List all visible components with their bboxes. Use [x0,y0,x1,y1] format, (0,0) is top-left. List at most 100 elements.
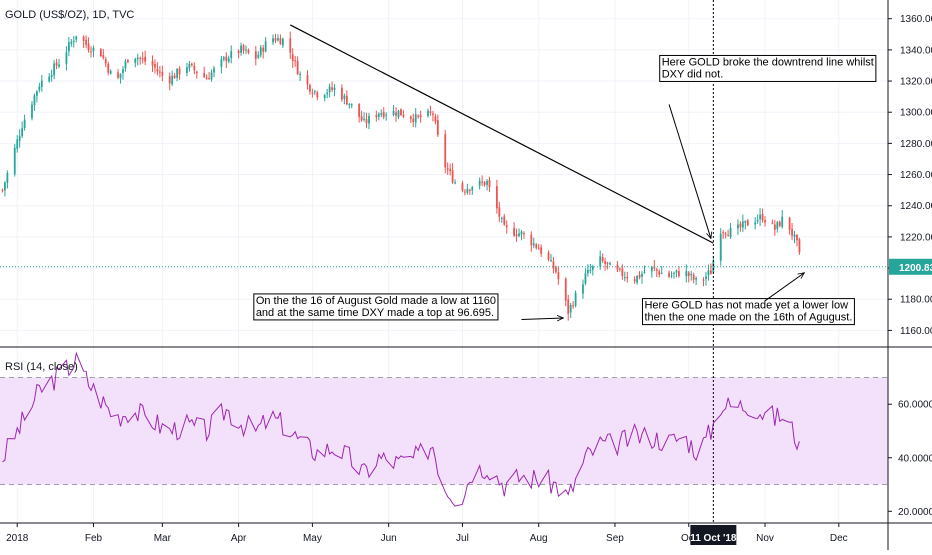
time-axis[interactable]: 2018 Feb Mar Apr May Jun Jul Aug Sep Oct Nov Dec [6,523,848,544]
candle [331,81,333,93]
candle-body [500,217,503,219]
price-tick-label: 1260.00 [900,170,932,181]
candle [466,183,469,195]
downtrend-line[interactable] [289,24,714,244]
candle [547,250,550,262]
candle-body [660,272,663,274]
candle [230,45,233,64]
price-tick-label: 1320.00 [900,77,932,88]
candle-body [171,75,174,85]
candle [240,42,242,56]
candle-body [505,225,508,228]
last-price-badge: 1200.83 [889,258,932,275]
annotation-box [641,298,855,326]
candle-body [618,268,621,270]
annotation-text: Here GOLD has not made yet a lower low th… [644,300,852,324]
candle [604,257,607,271]
candle-body [513,227,516,236]
candle [144,50,147,66]
candle-body [518,233,520,236]
candle-body [186,67,188,73]
candle [190,62,193,67]
price-tick-label: 1280.00 [900,139,932,150]
candle-body [156,68,159,72]
candle-body [289,38,292,53]
candle-body [277,38,279,41]
candle-body [213,68,215,73]
candle-body [134,58,137,63]
candle [109,69,112,75]
candle-body [409,116,412,119]
candle-body [104,59,107,64]
candle [348,103,351,109]
candle-body [737,224,739,229]
candle [798,237,801,255]
candle-body [626,277,629,279]
candle [360,110,363,122]
candle [316,90,319,101]
candle-body [638,274,641,278]
candle [481,175,484,187]
candle-body [569,304,572,313]
candle [23,114,26,131]
candle-body [746,220,749,226]
candle [564,277,567,307]
candle [402,110,405,119]
candle-body [16,139,19,149]
candle [446,162,449,175]
candle [695,276,698,286]
annotation[interactable]: On the the 16 of August Gold made a low … [253,293,563,320]
candle [744,220,747,230]
candle [709,263,712,275]
candle [520,229,523,241]
annotation-line: On the the 16 of August Gold made a low … [256,295,496,307]
candle [186,62,188,77]
annotation[interactable]: Here GOLD broke the downtrend line whils… [659,54,877,238]
candle [72,35,75,48]
candle-body [168,76,171,84]
candle [294,55,297,67]
candle-body [741,221,744,228]
candle [213,65,215,78]
candle [350,103,353,109]
candle-body [377,113,380,117]
candle-body [555,267,557,272]
candle [495,179,498,214]
candle [397,109,400,120]
candle [55,58,58,70]
candle [618,267,621,272]
candle-body [345,95,348,105]
candle-body [707,270,710,276]
candle [451,163,454,184]
candle-body [48,76,51,82]
candle-body [754,222,757,225]
candle-body [584,273,587,284]
candle-body [90,51,92,53]
candle-body [582,284,584,294]
candle-body [365,119,368,124]
candle [621,264,624,280]
annotation[interactable]: Here GOLD has not made yet a lower low th… [641,273,855,326]
candle-body [719,233,722,261]
candle [660,266,663,275]
price-tick-label: 1360.00 [900,14,932,25]
candle-body [530,234,533,246]
candle [412,113,415,128]
candle [67,36,70,57]
crosshair-date-label: 11 Oct '18 [690,533,737,544]
candle-body [446,168,449,170]
candle-body [702,279,705,281]
candle-body [264,41,267,52]
candle [673,271,675,279]
candle-body [729,227,732,237]
candle-body [311,92,314,94]
candle-body [653,266,656,269]
rsi-axis[interactable]: 20.0000 40.0000 60.0000 [888,400,932,518]
candle [500,216,503,224]
candle [365,112,368,129]
price-chart-title: GOLD (US$/OZ), 1D, TVC [5,9,134,21]
candle [584,268,587,286]
rsi-tick-label: 40.0000 [898,453,932,464]
